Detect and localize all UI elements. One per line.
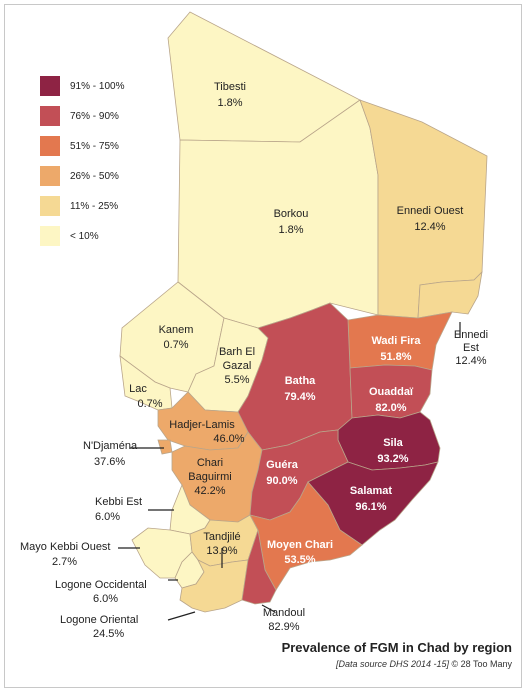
label-sila-value: 93.2% bbox=[377, 453, 408, 465]
region-mandoul[interactable] bbox=[241, 529, 277, 605]
label-barh-el-gazal-value: 5.5% bbox=[224, 374, 249, 386]
legend-swatch-3 bbox=[40, 136, 60, 156]
label-ndjamena-name: N'Djaména bbox=[83, 440, 138, 452]
label-chari-baguirmi-name2: Baguirmi bbox=[188, 471, 231, 483]
label-salamat-value: 96.1% bbox=[355, 501, 386, 513]
label-barh-el-gazal-name1: Barh El bbox=[219, 346, 255, 358]
map-source-credit: © 28 Too Many bbox=[449, 659, 513, 669]
leader-logone-oriental bbox=[167, 611, 196, 621]
label-ennedi-est-value: 12.4% bbox=[455, 355, 486, 367]
legend-label-4: 26% - 50% bbox=[70, 171, 119, 182]
region-ndjamena[interactable] bbox=[157, 439, 173, 455]
label-ennedi-ouest-name: Ennedi Ouest bbox=[397, 205, 464, 217]
label-ouaddai-value: 82.0% bbox=[375, 402, 406, 414]
label-tandjile-value: 13.9% bbox=[206, 545, 237, 557]
legend-label-3: 51% - 75% bbox=[70, 141, 119, 152]
map-source-italic: [Data source DHS 2014 -15] bbox=[335, 659, 449, 669]
label-moyen-chari-name: Moyen Chari bbox=[267, 539, 333, 551]
label-logone-oriental-value: 24.5% bbox=[93, 628, 124, 640]
label-hadjer-lamis-name: Hadjer-Lamis bbox=[169, 419, 235, 431]
label-ennedi-est-name2: Est bbox=[463, 342, 479, 354]
label-wadi-fira-name: Wadi Fira bbox=[371, 335, 421, 347]
label-lac-value: 0.7% bbox=[137, 398, 162, 410]
label-batha-value: 79.4% bbox=[284, 391, 315, 403]
label-tibesti-name: Tibesti bbox=[214, 81, 246, 93]
regions bbox=[119, 11, 488, 613]
label-tibesti-value: 1.8% bbox=[217, 97, 242, 109]
leader-lines bbox=[118, 322, 461, 621]
legend-label-6: < 10% bbox=[70, 231, 99, 242]
label-moyen-chari-value: 53.5% bbox=[284, 554, 315, 566]
label-logone-occidental-name: Logone Occidental bbox=[55, 579, 147, 591]
label-kebbi-est-value: 6.0% bbox=[95, 511, 120, 523]
leader-mandoul bbox=[261, 604, 276, 613]
legend-swatch-5 bbox=[40, 196, 60, 216]
label-ennedi-est-name1: Ennedi bbox=[454, 329, 488, 341]
legend-swatch-6 bbox=[40, 226, 60, 246]
label-mayo-kebbi-ouest-value: 2.7% bbox=[52, 556, 77, 568]
label-ndjamena-value: 37.6% bbox=[94, 456, 125, 468]
label-ouaddai-name: Ouaddaï bbox=[369, 386, 414, 398]
legend-label-2: 76% - 90% bbox=[70, 111, 119, 122]
legend-swatch-2 bbox=[40, 106, 60, 126]
label-batha-name: Batha bbox=[285, 375, 316, 387]
label-logone-oriental-name: Logone Oriental bbox=[60, 614, 138, 626]
label-mandoul-value: 82.9% bbox=[268, 621, 299, 633]
label-logone-occidental-value: 6.0% bbox=[93, 593, 118, 605]
label-barh-el-gazal-name2: Gazal bbox=[223, 360, 252, 372]
label-guera-value: 90.0% bbox=[266, 475, 297, 487]
label-kebbi-est-name: Kebbi Est bbox=[95, 496, 142, 508]
label-chari-baguirmi-value: 42.2% bbox=[194, 485, 225, 497]
label-mayo-kebbi-ouest-name: Mayo Kebbi Ouest bbox=[20, 541, 111, 553]
label-ennedi-ouest-value: 12.4% bbox=[414, 221, 445, 233]
legend-label-5: 11% - 25% bbox=[70, 201, 118, 212]
label-tandjile-name: Tandjilé bbox=[203, 531, 240, 543]
label-lac-name: Lac bbox=[129, 383, 147, 395]
label-kanem-name: Kanem bbox=[159, 324, 194, 336]
label-chari-baguirmi-name1: Chari bbox=[197, 457, 223, 469]
legend: 91% - 100% 76% - 90% 51% - 75% 26% - 50%… bbox=[40, 76, 125, 246]
label-salamat-name: Salamat bbox=[350, 485, 393, 497]
label-wadi-fira-value: 51.8% bbox=[380, 351, 411, 363]
legend-label-1: 91% - 100% bbox=[70, 81, 125, 92]
region-labels: Tibesti 1.8% Borkou 1.8% Ennedi Ouest 12… bbox=[20, 81, 488, 640]
label-borkou-value: 1.8% bbox=[278, 224, 303, 236]
label-sila-name: Sila bbox=[383, 437, 403, 449]
label-hadjer-lamis-value: 46.0% bbox=[213, 433, 244, 445]
label-kanem-value: 0.7% bbox=[163, 339, 188, 351]
label-guera-name: Guéra bbox=[266, 459, 299, 471]
map-source: [Data source DHS 2014 -15] © 28 Too Many bbox=[240, 659, 512, 669]
legend-swatch-4 bbox=[40, 166, 60, 186]
legend-swatch-1 bbox=[40, 76, 60, 96]
map-title: Prevalence of FGM in Chad by region bbox=[281, 640, 512, 655]
label-mandoul-name: Mandoul bbox=[263, 607, 305, 619]
label-borkou-name: Borkou bbox=[274, 208, 309, 220]
